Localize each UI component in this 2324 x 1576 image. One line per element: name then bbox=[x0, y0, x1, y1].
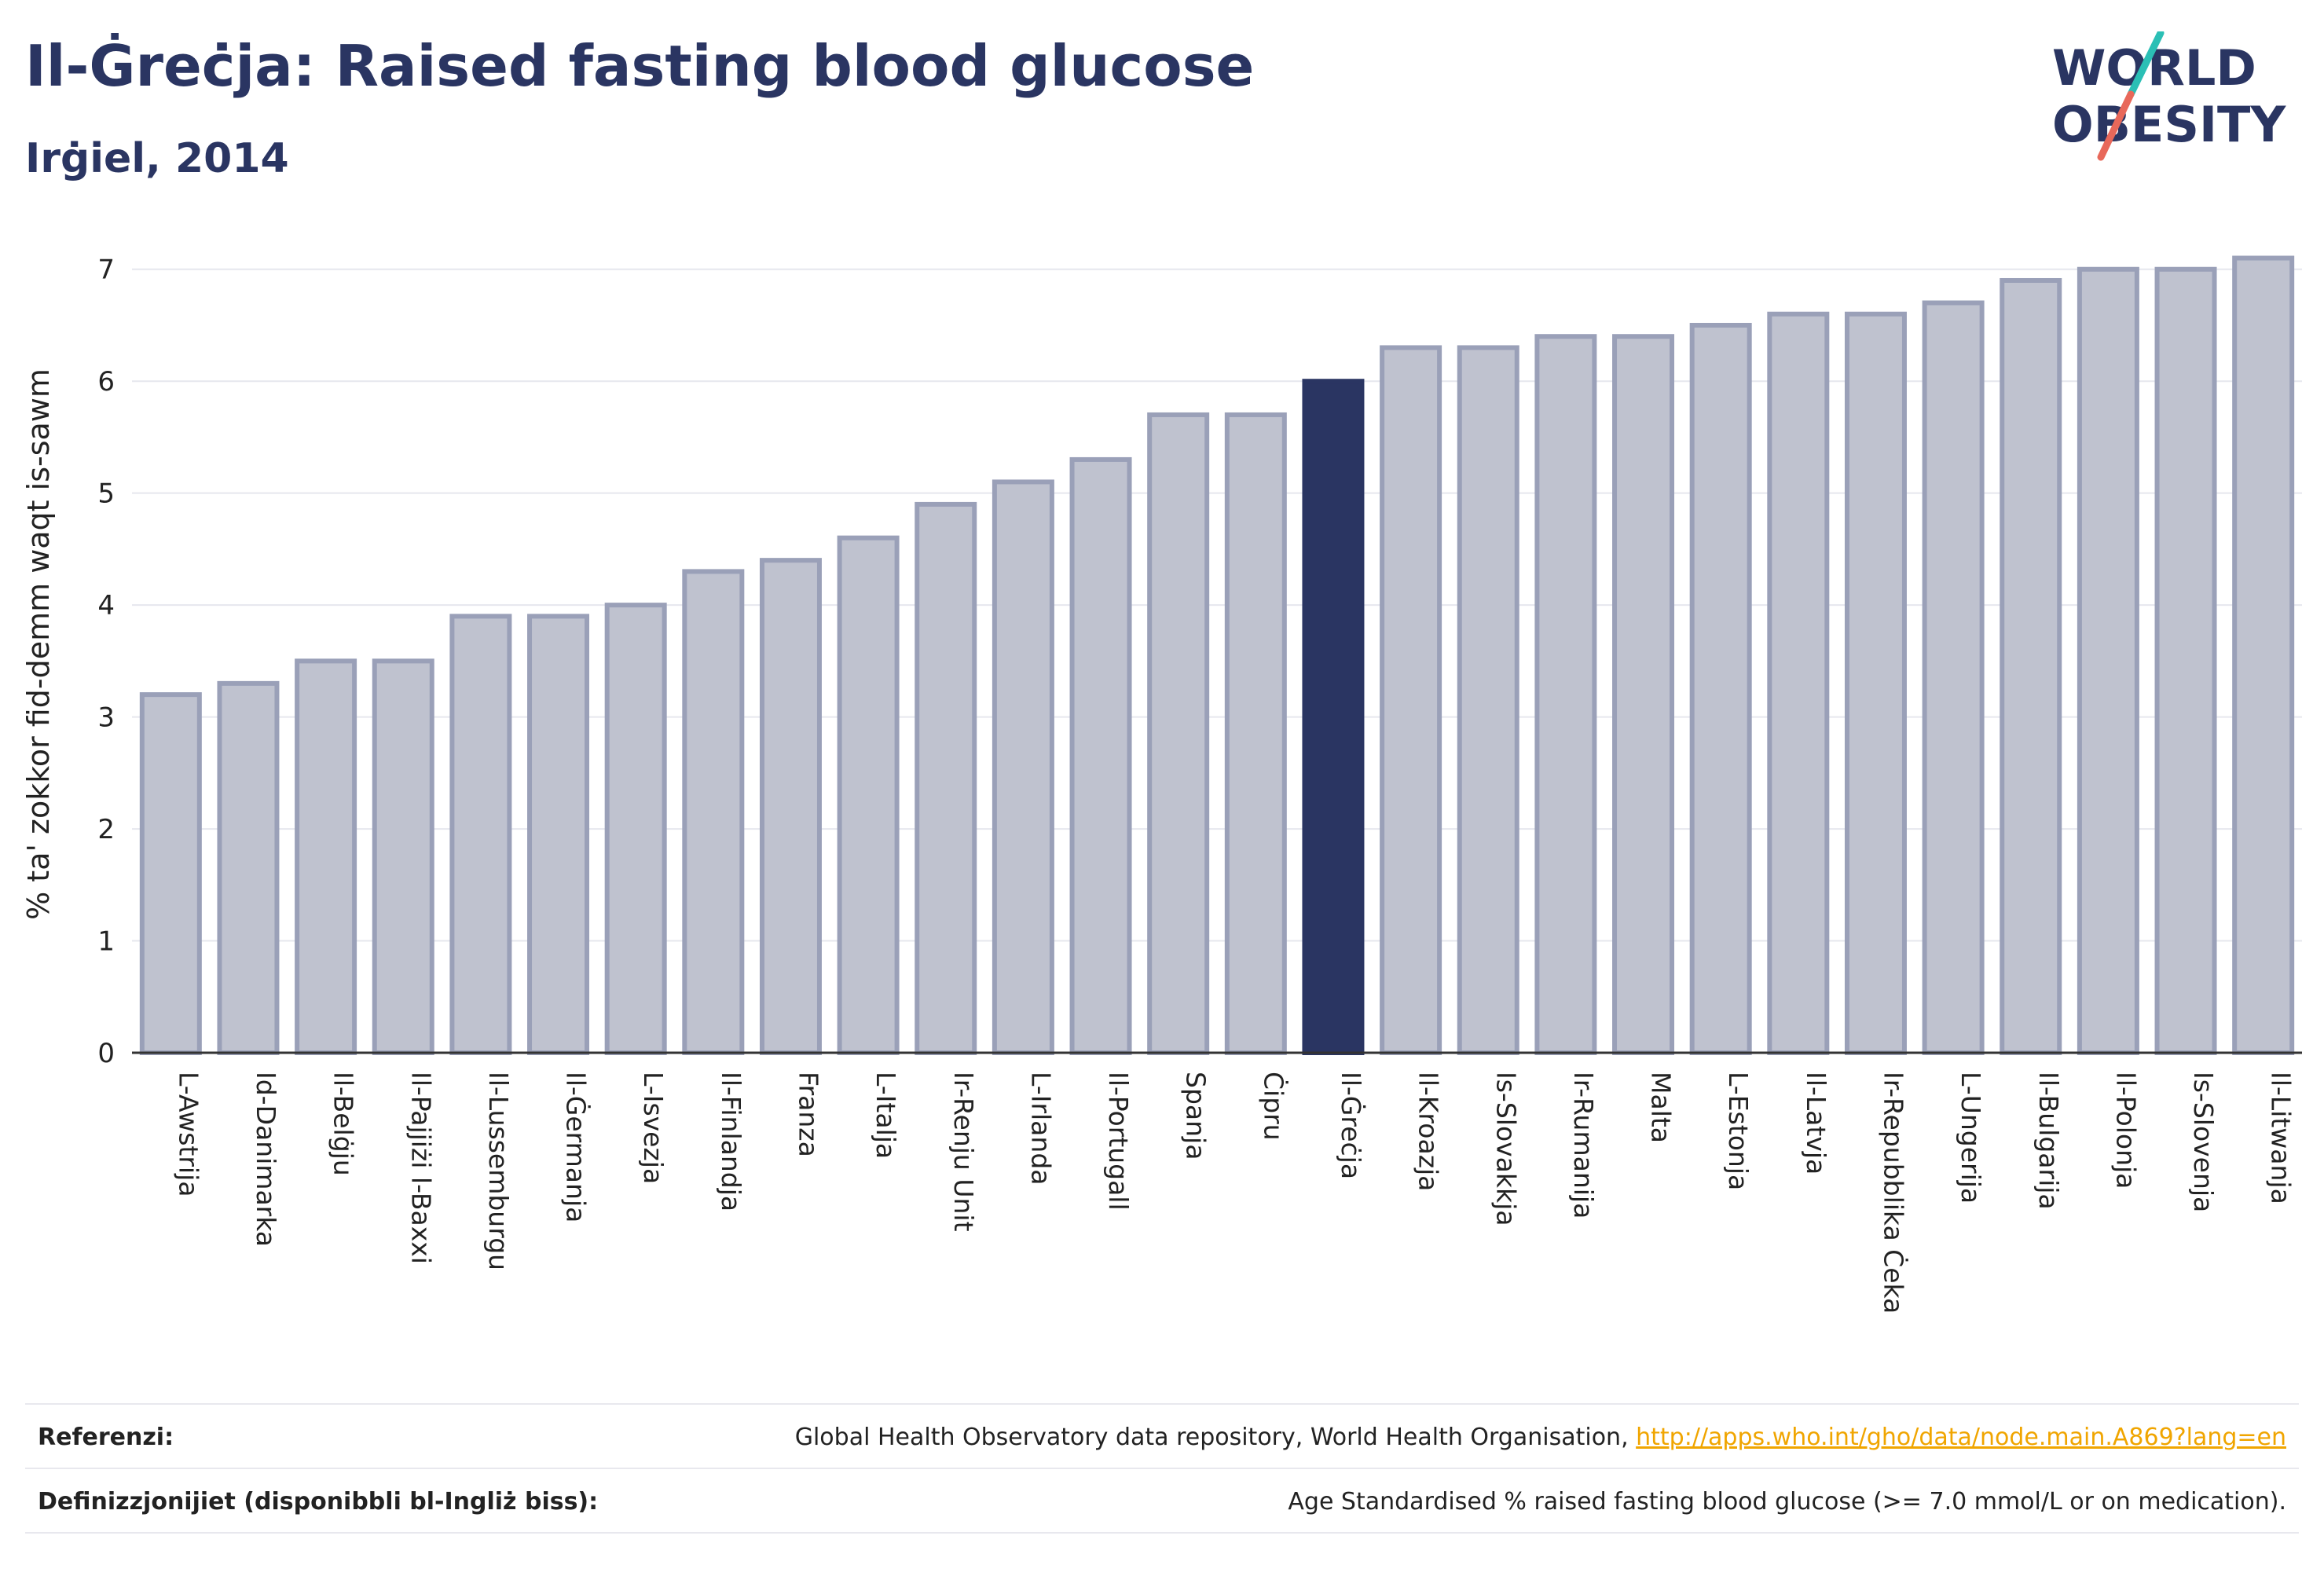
x-category-label: Ir-Repubblika Ċeka bbox=[1878, 1072, 1909, 1314]
x-category-label: Spanja bbox=[1181, 1072, 1211, 1160]
bar[interactable] bbox=[2154, 266, 2217, 1055]
y-tick-label: 2 bbox=[97, 814, 115, 845]
y-tick-label: 4 bbox=[97, 590, 115, 621]
bar[interactable] bbox=[1147, 412, 1210, 1055]
bar[interactable] bbox=[1457, 345, 1519, 1055]
x-category-label: Il-Polonja bbox=[2110, 1072, 2141, 1189]
x-category-label: Il-Latvja bbox=[1801, 1072, 1831, 1175]
x-category-label: Il-Pajjiżi l-Baxxi bbox=[405, 1072, 436, 1264]
y-tick-label: 7 bbox=[97, 255, 115, 286]
x-category-label: Il-Bulgarija bbox=[2033, 1072, 2064, 1210]
x-category-label: Malta bbox=[1646, 1072, 1677, 1143]
bar[interactable] bbox=[372, 658, 434, 1055]
bar[interactable] bbox=[295, 658, 357, 1055]
bar[interactable] bbox=[1069, 456, 1132, 1055]
footer: Referenzi: Global Health Observatory dat… bbox=[25, 1403, 2299, 1537]
x-category-label: Is-Slovakkja bbox=[1490, 1072, 1521, 1226]
x-category-label: L-Italja bbox=[871, 1072, 901, 1159]
references-label: Referenzi: bbox=[38, 1424, 174, 1451]
bar-highlighted[interactable] bbox=[1302, 379, 1365, 1055]
bar[interactable] bbox=[915, 501, 977, 1055]
bar[interactable] bbox=[1689, 322, 1752, 1055]
references-link[interactable]: http://apps.who.int/gho/data/node.main.A… bbox=[1636, 1424, 2286, 1451]
y-tick-label: 0 bbox=[97, 1038, 115, 1069]
x-category-label: Il-Litwanja bbox=[2266, 1072, 2297, 1204]
references-text: Global Health Observatory data repositor… bbox=[794, 1424, 1637, 1451]
logo-word-obesity: OBESITY bbox=[2052, 96, 2286, 153]
bars bbox=[139, 255, 2295, 1056]
y-tick-label: 1 bbox=[97, 926, 115, 958]
definitions-value: Age Standardised % raised fasting blood … bbox=[1288, 1488, 2286, 1516]
x-category-label: Il-Ġreċja bbox=[1336, 1072, 1367, 1179]
x-category-label: Ir-Renju Unit bbox=[948, 1072, 979, 1232]
logo-slash-teal bbox=[2127, 31, 2165, 98]
bar[interactable] bbox=[682, 569, 745, 1055]
bar[interactable] bbox=[1922, 300, 1985, 1056]
x-category-label: Ċipru bbox=[1258, 1072, 1289, 1141]
x-category-label: Il-Portugall bbox=[1103, 1072, 1134, 1211]
logo-slash-coral bbox=[2097, 90, 2135, 161]
definitions-label: Definizzjonijiet (disponibbli bl-Ingliż … bbox=[38, 1488, 599, 1516]
references-row: Referenzi: Global Health Observatory dat… bbox=[25, 1403, 2299, 1469]
bar[interactable] bbox=[837, 535, 900, 1055]
bar[interactable] bbox=[217, 680, 280, 1056]
bar[interactable] bbox=[139, 692, 202, 1056]
bar[interactable] bbox=[1380, 345, 1442, 1055]
bar[interactable] bbox=[1767, 311, 1830, 1055]
x-category-label: L-Irlanda bbox=[1025, 1072, 1056, 1186]
chart-title: Il-Ġreċja: Raised fasting blood glucose bbox=[25, 33, 1255, 99]
x-category-label: L-Ungerija bbox=[1956, 1072, 1986, 1204]
bar[interactable] bbox=[2232, 255, 2295, 1055]
y-tick-label: 5 bbox=[97, 478, 115, 510]
world-obesity-logo: WORLD OBESITY bbox=[2052, 31, 2286, 161]
axes: 0 1 2 3 4 5 6 7 L-Awstrija Id-Danimarka Il-Belġju I… bbox=[97, 255, 2302, 1314]
x-category-label: Il-Lussemburgu bbox=[483, 1072, 514, 1270]
bar[interactable] bbox=[1224, 412, 1287, 1055]
y-tick-label: 6 bbox=[97, 366, 115, 398]
bar[interactable] bbox=[604, 603, 667, 1055]
y-tick-label: 3 bbox=[97, 702, 115, 734]
bar[interactable] bbox=[2077, 266, 2139, 1055]
x-category-label: Il-Kroazja bbox=[1413, 1072, 1444, 1191]
x-category-label: Franza bbox=[793, 1072, 823, 1157]
x-category-label: Il-Finlandja bbox=[716, 1072, 746, 1211]
x-category-label: L-Isvezja bbox=[638, 1072, 669, 1184]
x-category-label: L-Estonja bbox=[1723, 1072, 1754, 1190]
x-category-label: Il-Belġju bbox=[328, 1072, 359, 1176]
y-axis-label: % ta' zokkor fid-demm waqt is-sawm bbox=[21, 368, 56, 920]
bar[interactable] bbox=[527, 614, 590, 1055]
footer-bottom-rule bbox=[25, 1532, 2299, 1534]
bar[interactable] bbox=[1844, 311, 1907, 1055]
x-category-label: L-Awstrija bbox=[173, 1072, 203, 1197]
bar[interactable] bbox=[2000, 277, 2062, 1055]
bar[interactable] bbox=[1612, 334, 1675, 1055]
references-value: Global Health Observatory data repositor… bbox=[795, 1424, 2286, 1451]
x-category-label: Id-Danimarka bbox=[251, 1072, 281, 1247]
bar[interactable] bbox=[449, 614, 512, 1055]
bar[interactable] bbox=[992, 479, 1054, 1055]
x-category-label: Il-Ġermanja bbox=[561, 1072, 592, 1222]
x-category-label: Ir-Rumanija bbox=[1568, 1072, 1599, 1219]
chart-subtitle: Irġiel, 2014 bbox=[25, 135, 289, 182]
bar[interactable] bbox=[1534, 334, 1597, 1055]
bar[interactable] bbox=[759, 558, 822, 1055]
bar-chart: 0 1 2 3 4 5 6 7 L-Awstrija Id-Danimarka Il-Belġju I… bbox=[21, 255, 2302, 1314]
definitions-row: Definizzjonijiet (disponibbli bl-Ingliż … bbox=[25, 1468, 2299, 1534]
x-category-label: Is-Slovenja bbox=[2188, 1072, 2219, 1212]
